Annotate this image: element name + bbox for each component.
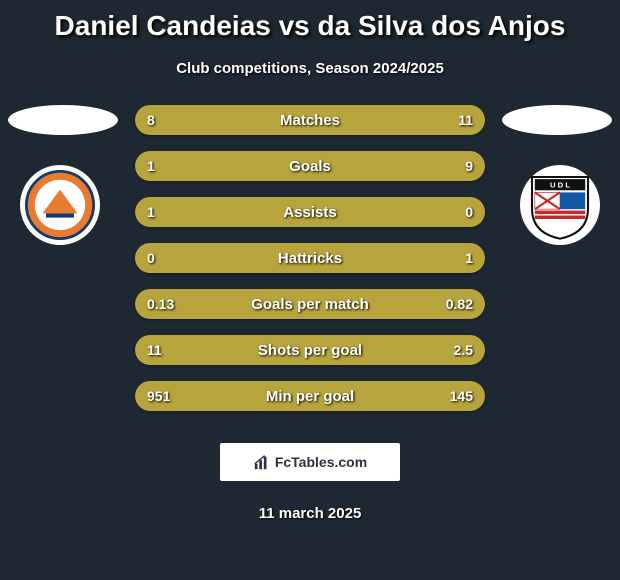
player-right-ellipse	[502, 105, 612, 135]
brand-text: FcTables.com	[275, 454, 367, 470]
stat-bar-row: 01Hattricks	[135, 243, 485, 273]
stat-bar-row: 19Goals	[135, 151, 485, 181]
comparison-date: 11 march 2025	[0, 505, 620, 522]
comparison-area: U D L 811Matches 19Goals 10Assists 01Hattri…	[0, 105, 620, 425]
player-left-ellipse	[8, 105, 118, 135]
stat-bar-row: 10Assists	[135, 197, 485, 227]
stat-label: Goals per match	[135, 289, 485, 319]
brand-logo-icon	[253, 453, 271, 471]
stat-label: Shots per goal	[135, 335, 485, 365]
stat-label: Assists	[135, 197, 485, 227]
stat-label: Goals	[135, 151, 485, 181]
stat-bar-row: 112.5Shots per goal	[135, 335, 485, 365]
team-crest-right: U D L	[520, 165, 600, 245]
comparison-subtitle: Club competitions, Season 2024/2025	[0, 60, 620, 77]
stat-bar-row: 0.130.82Goals per match	[135, 289, 485, 319]
comparison-title: Daniel Candeias vs da Silva dos Anjos	[0, 0, 620, 42]
stat-bar-row: 951145Min per goal	[135, 381, 485, 411]
adanaspor-icon	[25, 170, 95, 240]
stat-label: Hattricks	[135, 243, 485, 273]
stat-label: Matches	[135, 105, 485, 135]
brand-badge: FcTables.com	[220, 443, 400, 481]
udl-icon: U D L	[525, 170, 595, 240]
stat-bar-row: 811Matches	[135, 105, 485, 135]
team-crest-left	[20, 165, 100, 245]
svg-text:U D L: U D L	[550, 181, 570, 190]
stat-label: Min per goal	[135, 381, 485, 411]
stat-bars: 811Matches 19Goals 10Assists 01Hattricks 0.1…	[135, 105, 485, 427]
